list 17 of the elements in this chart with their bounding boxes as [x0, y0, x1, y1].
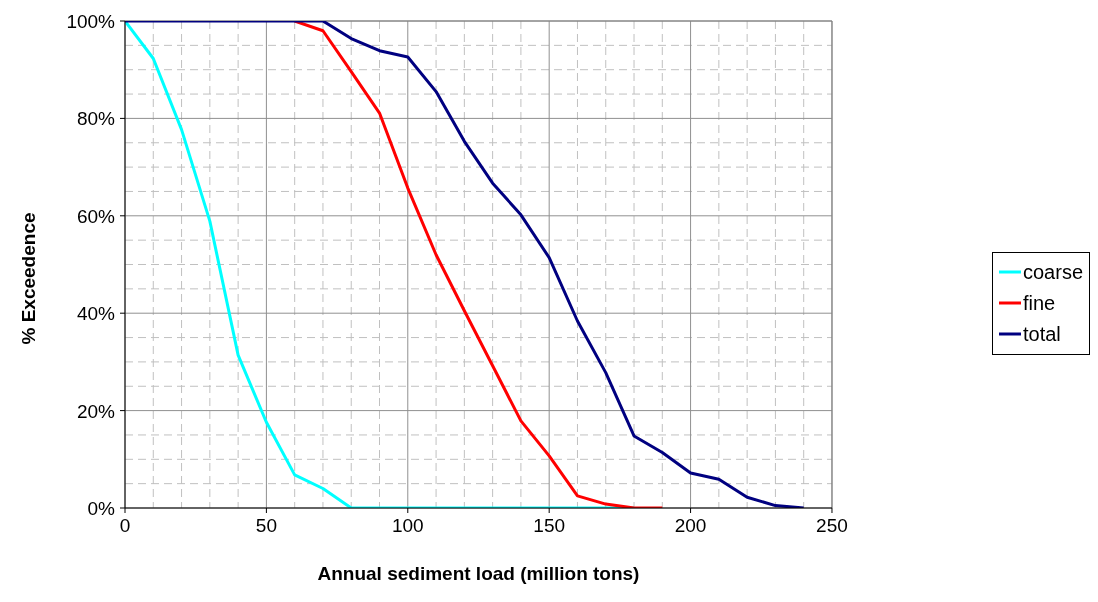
y-tick-label: 20% — [76, 400, 116, 422]
y-tick-label: 80% — [76, 108, 116, 130]
y-tick-label: 40% — [76, 303, 116, 325]
x-tick-label: 250 — [816, 515, 848, 536]
y-tick-label: 100% — [66, 11, 116, 32]
x-tick-label: 150 — [533, 515, 566, 536]
x-tick-label: 0 — [119, 515, 131, 536]
y-axis-title: % Exceedence — [17, 212, 39, 345]
legend-label: total — [1022, 322, 1061, 346]
legend-label: coarse — [1022, 260, 1083, 284]
y-tick-label: 0% — [87, 498, 116, 519]
x-tick-label: 100 — [391, 515, 424, 536]
x-tick-label: 50 — [255, 515, 277, 536]
y-tick-label: 60% — [76, 205, 116, 227]
x-tick-label: 200 — [674, 515, 707, 536]
legend-label: fine — [1022, 291, 1056, 315]
x-axis-title: Annual sediment load (million tons) — [317, 563, 640, 584]
